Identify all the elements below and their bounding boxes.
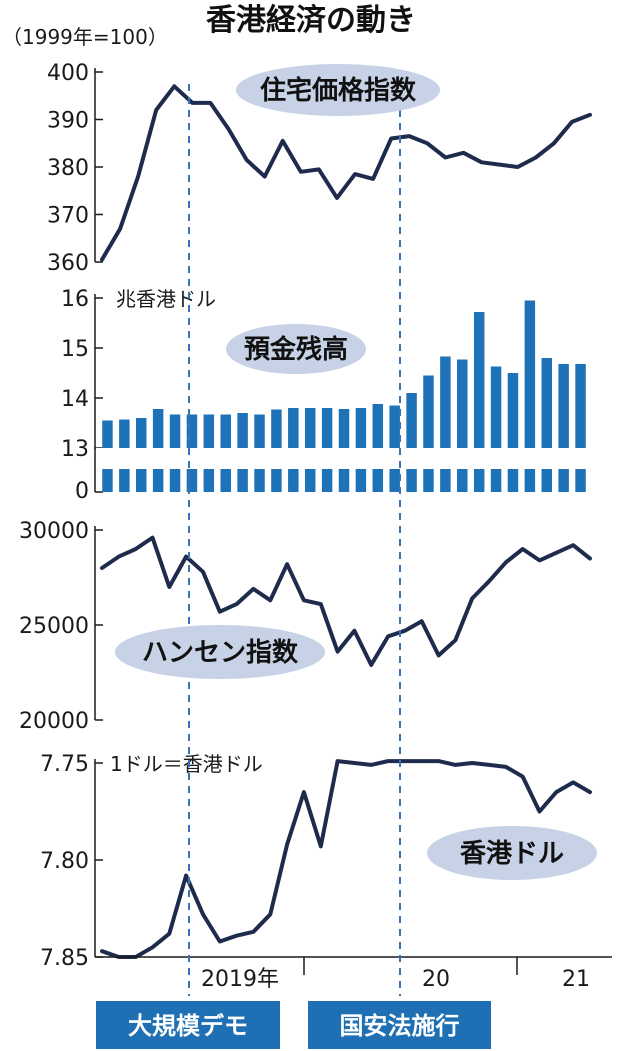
deposit-bar-base xyxy=(389,469,400,492)
deposit-bar xyxy=(355,408,367,448)
hk-dollar-y-tick-label: 7.85 xyxy=(40,946,89,971)
hang-seng-y-tick-label: 20000 xyxy=(19,709,89,734)
deposit-bar-base xyxy=(186,469,198,492)
deposit-bar-base xyxy=(423,469,434,492)
housing-price-name-label: 住宅価格指数 xyxy=(260,75,417,106)
deposit-bar xyxy=(524,300,536,448)
hk-dollar-line xyxy=(100,759,592,959)
hk-dollar-y-tick-label: 7.80 xyxy=(40,849,89,874)
deposit-bar-base xyxy=(507,469,519,492)
deposit-bar xyxy=(254,414,265,448)
deposit-bar-base xyxy=(473,469,485,492)
hang-seng-y-tick-label: 30000 xyxy=(19,519,89,544)
deposit-bar xyxy=(136,418,147,448)
hk-dollar-name-pill xyxy=(427,826,597,880)
deposit-bar xyxy=(406,393,417,448)
deposit-bar-base xyxy=(490,469,502,492)
housing-price-line xyxy=(100,84,592,262)
deposit-bar xyxy=(541,358,552,448)
deposit-bar-base xyxy=(237,469,248,492)
deposit-bar xyxy=(389,405,400,448)
deposit-bar-base xyxy=(254,469,265,492)
axis-break-gap xyxy=(96,448,613,469)
hk-dollar-unit-label: 1ドル＝香港ドル xyxy=(110,752,263,776)
deposit-bar-base xyxy=(406,469,417,492)
deposit-bar xyxy=(220,414,231,448)
deposit-bar xyxy=(186,414,198,448)
deposit-bar-base xyxy=(558,469,569,492)
deposit-bar xyxy=(304,408,316,448)
housing-price-y-tick-label: 400 xyxy=(47,61,89,86)
deposit-bar-base xyxy=(169,469,181,492)
deposits-y-tick-label: 14 xyxy=(61,387,89,412)
deposit-bar-base xyxy=(136,469,147,492)
deposit-bar-base xyxy=(541,469,552,492)
deposit-bar-base xyxy=(304,469,316,492)
deposit-bar xyxy=(271,409,282,448)
deposit-bar xyxy=(507,373,519,448)
x-tick-label: 2019年 xyxy=(201,967,279,992)
deposit-bar-base xyxy=(457,469,468,492)
deposit-bar-base xyxy=(152,469,164,492)
deposit-bar-base xyxy=(102,469,113,492)
deposit-bar xyxy=(203,414,215,448)
hang-seng-name-label: ハンセン指数 xyxy=(142,638,299,668)
housing-price-y-tick-label: 390 xyxy=(47,109,89,134)
deposits-unit-label: 兆香港ドル xyxy=(116,287,216,311)
deposit-bar-base xyxy=(372,469,384,492)
deposit-bar xyxy=(558,364,569,448)
deposit-bar xyxy=(288,408,299,448)
chart-title: 香港経済の動き xyxy=(206,3,416,38)
deposits-name-pill xyxy=(226,324,366,374)
deposits-y-tick-label: 16 xyxy=(61,287,89,312)
deposit-bar xyxy=(372,404,384,448)
deposit-bar-base xyxy=(338,469,350,492)
housing-price-y-tick-label: 370 xyxy=(47,204,89,229)
housing-price-y-tick-label: 360 xyxy=(47,251,89,276)
deposit-bar-base xyxy=(355,469,367,492)
deposit-bar xyxy=(169,414,181,448)
deposit-bar-base xyxy=(271,469,282,492)
deposits-name-label: 預金残高 xyxy=(244,334,348,365)
housing-price-y-tick-label: 380 xyxy=(47,156,89,181)
deposit-bar-base xyxy=(321,469,333,492)
event-label: 国安法施行 xyxy=(340,1012,460,1040)
deposit-bar xyxy=(102,420,113,448)
deposit-bar xyxy=(473,312,485,448)
deposit-bar-base xyxy=(119,469,130,492)
deposit-bar-base xyxy=(220,469,231,492)
deposit-bar xyxy=(152,409,164,448)
deposit-bar xyxy=(457,359,468,448)
deposits-zero-tick-label: 0 xyxy=(75,479,89,504)
deposit-bar xyxy=(490,366,502,448)
hk-dollar-name-label: 香港ドル xyxy=(460,839,564,869)
housing-price-name-pill xyxy=(236,64,440,116)
hang-seng-y-tick-label: 25000 xyxy=(19,614,89,639)
x-tick-label: 21 xyxy=(562,967,590,992)
deposit-bar xyxy=(338,409,350,448)
deposit-bar-base xyxy=(288,469,299,492)
deposit-bar-base xyxy=(203,469,215,492)
deposit-bar xyxy=(321,408,333,448)
hang-seng-line xyxy=(100,535,592,667)
deposit-bar-base xyxy=(440,469,451,492)
event-label: 大規模デモ xyxy=(128,1012,248,1040)
base-note: （1999年=100） xyxy=(2,25,168,49)
deposit-bar-base xyxy=(524,469,536,492)
event-label-box xyxy=(308,1001,491,1049)
deposit-bar xyxy=(440,356,451,448)
deposit-bar xyxy=(119,419,130,448)
hang-seng-name-pill xyxy=(115,625,325,679)
deposits-y-tick-label: 15 xyxy=(61,337,89,362)
deposit-bar xyxy=(575,364,586,448)
deposit-bar xyxy=(237,413,248,448)
hk-dollar-y-tick-label: 7.75 xyxy=(40,752,89,777)
deposit-bar-base xyxy=(575,469,586,492)
deposit-bar xyxy=(423,375,434,448)
x-tick-label: 20 xyxy=(422,967,450,992)
event-label-box xyxy=(96,1001,280,1049)
deposits-y-tick-label: 13 xyxy=(61,437,89,462)
